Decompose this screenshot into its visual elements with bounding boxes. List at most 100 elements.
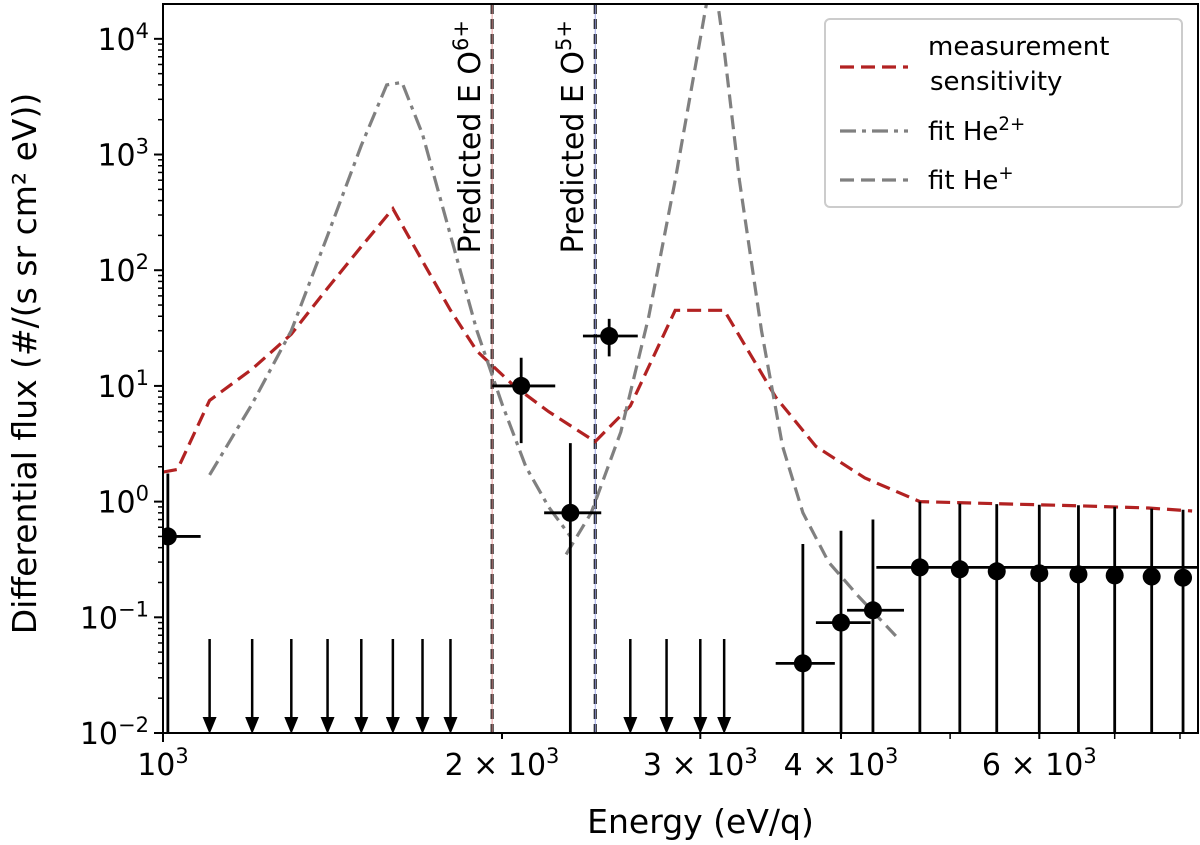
predicted-line-label-2: Predicted E O5+ [552,20,591,253]
y-tick-label-exp: −1 [118,597,149,621]
x-tick-label-exp: 3 [744,744,757,768]
upper-limit-arrow [354,638,369,733]
data-marker [1142,567,1161,586]
legend-label-he1-base: fit He [928,166,998,196]
y-tick-label: 102 [97,250,149,289]
upper-limit-head [320,717,335,733]
predicted-label-sup: 5+ [552,20,576,51]
y-tick-label-exp: 2 [136,250,149,274]
data-marker [600,327,619,346]
data-marker [950,560,969,579]
legend-label-he1: fit He+ [928,163,1014,197]
x-tick-label-base: 2 × 10 [445,748,546,783]
data-marker [910,558,929,577]
upper-limit-head [443,717,458,733]
legend-label-he2-base: fit He [928,117,998,147]
legend-box [824,18,1183,208]
legend-label-sensitivity-1: measurement [928,32,1109,62]
y-tick-label: 100 [97,482,149,521]
upper-limit-arrow [443,638,458,733]
y-tick-label-base: 10 [97,254,135,289]
upper-limit-arrow [717,638,732,733]
y-tick-label-base: 10 [97,486,135,521]
y-tick-label-exp: 3 [136,135,149,159]
data-marker [1105,566,1124,585]
x-axis-title: Energy (eV/q) [587,802,814,841]
y-axis-title: Differential flux (#/(s sr cm² eV)) [5,93,44,634]
data-marker [1030,564,1049,583]
y-tick-label: 104 [97,19,149,58]
data-point-12 [1069,505,1088,733]
data-point-5 [775,544,835,733]
x-tick-label-exp: 3 [1083,744,1096,768]
data-point-11 [1030,504,1049,733]
predicted-label-text: Predicted E O [556,51,591,253]
x-tick-label-exp: 3 [175,744,188,768]
upper-limit-head [693,717,708,733]
upper-limit-arrow [693,638,708,733]
upper-limit-head [623,717,638,733]
upper-limit-arrow [202,638,217,733]
legend-label-he1-exp: + [998,163,1013,184]
data-point-1 [163,473,201,733]
axes-frame [162,3,1199,734]
y-tick-label: 10−1 [80,597,149,636]
upper-limit-arrow [284,638,299,733]
upper-limit-head [284,717,299,733]
y-tick-label-base: 10 [80,601,118,636]
x-tick-label-exp: 3 [546,744,559,768]
x-tick-label-base: 10 [137,748,175,783]
series-line-2 [208,80,572,538]
upper-limit-head [385,717,400,733]
data-point-7 [847,519,905,733]
x-tick-label: 6 × 103 [982,744,1097,783]
data-marker [1069,565,1088,584]
data-point-4 [582,318,638,357]
predicted-label-sup: 6+ [449,20,473,51]
y-tick-label-exp: 1 [136,366,149,390]
data-point-9 [950,503,969,733]
data-marker [793,654,812,673]
y-tick-label-exp: −2 [118,713,149,737]
data-marker [987,562,1006,581]
data-point-10 [987,504,1006,733]
data-point-14 [1142,508,1161,733]
x-tick-label-exp: 3 [885,744,898,768]
upper-limit-head [354,717,369,733]
data-marker [512,376,531,395]
data-point-8 [876,501,1198,733]
upper-limit-arrow [385,638,400,733]
upper-limit-head [717,717,732,733]
y-tick-label: 101 [97,366,149,405]
x-tick-label-base: 6 × 10 [982,748,1083,783]
data-point-13 [1105,506,1124,733]
data-marker [163,527,177,546]
legend-label-he2-exp: 2+ [998,114,1025,135]
upper-limit-head [202,717,217,733]
upper-limit-arrow [623,638,638,733]
series-line-1 [163,205,1193,513]
data-marker [831,613,850,632]
series-line-3 [564,4,900,640]
data-marker [561,503,580,522]
y-tick-label-exp: 4 [136,19,149,43]
y-tick-label-base: 10 [97,23,135,58]
plot-area [163,4,1198,733]
upper-limit-arrow [659,638,674,733]
x-tick-label: 2 × 103 [445,744,560,783]
data-marker [863,601,882,620]
upper-limit-arrow [245,638,260,733]
data-point-3 [544,443,602,733]
x-tick-label: 103 [137,744,189,783]
y-tick-label-base: 10 [97,370,135,405]
predicted-label-text: Predicted E O [453,51,488,253]
data-point-2 [492,357,556,444]
predicted-line-label-1: Predicted E O6+ [449,20,488,253]
y-tick-label-exp: 0 [136,482,149,506]
x-tick-label: 4 × 103 [784,744,899,783]
upper-limit-head [245,717,260,733]
y-tick-label: 103 [97,135,149,174]
